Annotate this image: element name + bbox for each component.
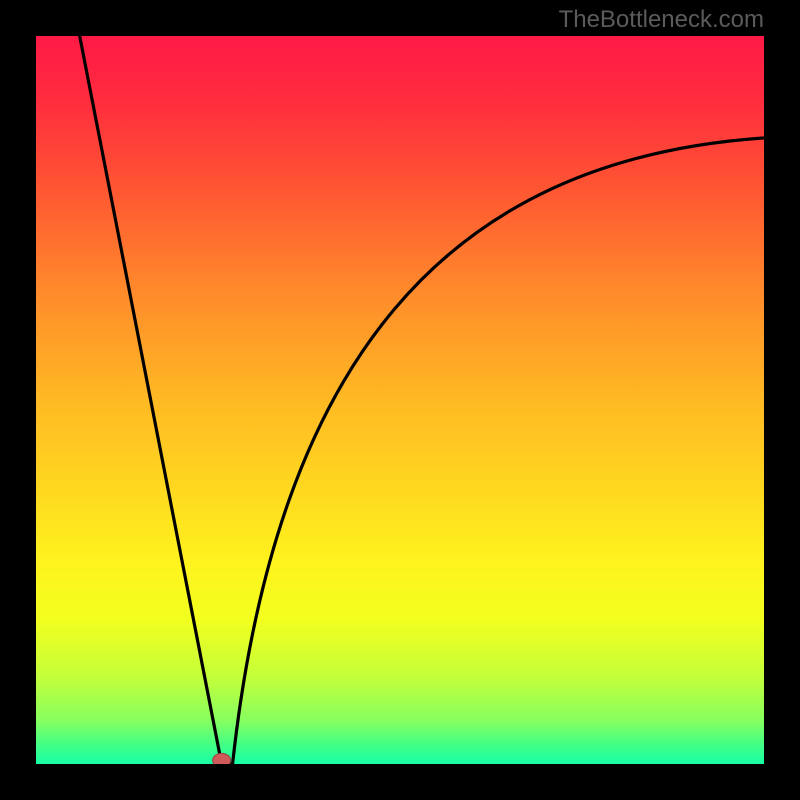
curve-layer [36,36,764,764]
min-marker [213,753,231,764]
plot-area [36,36,764,764]
bottleneck-curve [80,36,764,764]
watermark-text: TheBottleneck.com [559,6,764,34]
chart-frame: TheBottleneck.com [0,0,800,800]
